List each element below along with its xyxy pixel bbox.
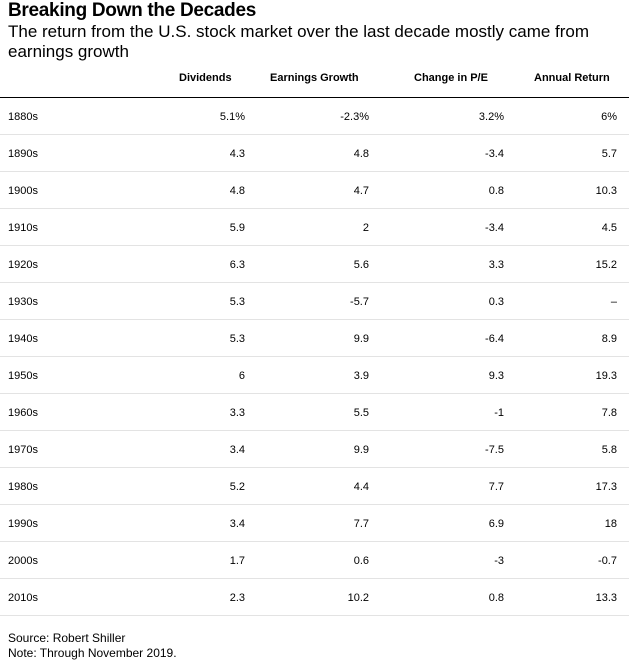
earnings-growth-cell: 0.6 bbox=[353, 555, 369, 567]
decade-cell: 1980s bbox=[8, 481, 38, 493]
table-row: 1970s 3.4 9.9 -7.5 5.8 bbox=[0, 431, 629, 468]
earnings-growth-cell: 4.7 bbox=[353, 185, 369, 197]
change-pe-cell: 9.3 bbox=[488, 370, 504, 382]
dividends-cell: 6 bbox=[238, 370, 245, 382]
table-row: 1890s 4.3 4.8 -3.4 5.7 bbox=[0, 135, 629, 172]
dividends-cell: 5.9 bbox=[229, 222, 245, 234]
earnings-growth-cell: 10.2 bbox=[347, 592, 369, 604]
dividends-cell: 3.4 bbox=[229, 518, 245, 530]
change-pe-cell: -3 bbox=[494, 555, 504, 567]
annual-return-cell: 4.5 bbox=[601, 222, 617, 234]
earnings-growth-cell: 5.6 bbox=[353, 259, 369, 271]
decade-cell: 1960s bbox=[8, 407, 38, 419]
earnings-growth-cell: 4.4 bbox=[353, 481, 369, 493]
header-earnings-growth: Earnings Growth bbox=[270, 72, 359, 84]
annual-return-cell: 7.8 bbox=[601, 407, 617, 419]
earnings-growth-cell: 4.8 bbox=[353, 148, 369, 160]
change-pe-cell: 0.8 bbox=[488, 592, 504, 604]
earnings-growth-cell: 9.9 bbox=[353, 444, 369, 456]
header-annual-return: Annual Return bbox=[534, 72, 610, 84]
decade-cell: 1890s bbox=[8, 148, 38, 160]
annual-return-cell: 5.8 bbox=[601, 444, 617, 456]
table-row: 1900s 4.8 4.7 0.8 10.3 bbox=[0, 172, 629, 209]
table-row: 2010s 2.3 10.2 0.8 13.3 bbox=[0, 579, 629, 616]
dividends-cell: 5.3 bbox=[229, 296, 245, 308]
annual-return-cell: 18 bbox=[604, 518, 617, 530]
date-note: Note: Through November 2019. bbox=[8, 646, 177, 660]
change-pe-cell: -3.4 bbox=[485, 222, 504, 234]
annual-return-cell: 17.3 bbox=[595, 481, 617, 493]
earnings-growth-cell: 2 bbox=[362, 222, 369, 234]
table-row: 1990s 3.4 7.7 6.9 18 bbox=[0, 505, 629, 542]
table-row: 1950s 6 3.9 9.3 19.3 bbox=[0, 357, 629, 394]
chart-footer: Source: Robert Shiller Note: Through Nov… bbox=[8, 631, 177, 661]
data-table: Dividends Earnings Growth Change in P/E … bbox=[0, 62, 629, 616]
decade-cell: 1970s bbox=[8, 444, 38, 456]
annual-return-cell: 8.9 bbox=[601, 333, 617, 345]
table-header: Dividends Earnings Growth Change in P/E … bbox=[0, 62, 629, 98]
annual-return-cell: – bbox=[610, 296, 617, 308]
dividends-cell: 3.3 bbox=[229, 407, 245, 419]
dividends-cell: 3.4 bbox=[229, 444, 245, 456]
chart-subtitle: The return from the U.S. stock market ov… bbox=[8, 22, 590, 61]
change-pe-cell: 0.8 bbox=[488, 185, 504, 197]
change-pe-cell: -1 bbox=[494, 407, 504, 419]
decade-cell: 2000s bbox=[8, 555, 38, 567]
header-dividends: Dividends bbox=[179, 72, 232, 84]
earnings-growth-cell: -2.3% bbox=[340, 111, 369, 123]
decade-cell: 1940s bbox=[8, 333, 38, 345]
source-note: Source: Robert Shiller bbox=[8, 631, 126, 645]
annual-return-cell: 19.3 bbox=[595, 370, 617, 382]
change-pe-cell: 3.3 bbox=[488, 259, 504, 271]
decade-cell: 1880s bbox=[8, 111, 38, 123]
change-pe-cell: 3.2% bbox=[478, 111, 504, 123]
earnings-growth-cell: -5.7 bbox=[350, 296, 369, 308]
table-row: 1980s 5.2 4.4 7.7 17.3 bbox=[0, 468, 629, 505]
decade-cell: 1950s bbox=[8, 370, 38, 382]
change-pe-cell: -6.4 bbox=[485, 333, 504, 345]
earnings-growth-cell: 3.9 bbox=[353, 370, 369, 382]
table-body: 1880s 5.1% -2.3% 3.2% 6% 1890s 4.3 4.8 -3.4 5.7 19… bbox=[0, 98, 629, 616]
decade-cell: 1910s bbox=[8, 222, 38, 234]
annual-return-cell: 5.7 bbox=[601, 148, 617, 160]
dividends-cell: 5.1% bbox=[219, 111, 245, 123]
table-row: 1930s 5.3 -5.7 0.3 – bbox=[0, 283, 629, 320]
change-pe-cell: 6.9 bbox=[488, 518, 504, 530]
header-change-pe: Change in P/E bbox=[414, 72, 488, 84]
annual-return-cell: 15.2 bbox=[595, 259, 617, 271]
decade-cell: 1930s bbox=[8, 296, 38, 308]
decade-cell: 1900s bbox=[8, 185, 38, 197]
dividends-cell: 6.3 bbox=[229, 259, 245, 271]
annual-return-cell: 13.3 bbox=[595, 592, 617, 604]
change-pe-cell: -3.4 bbox=[485, 148, 504, 160]
decade-cell: 1920s bbox=[8, 259, 38, 271]
decade-cell: 1990s bbox=[8, 518, 38, 530]
table-row: 1920s 6.3 5.6 3.3 15.2 bbox=[0, 246, 629, 283]
chart-title: Breaking Down the Decades bbox=[8, 0, 257, 21]
dividends-cell: 4.8 bbox=[229, 185, 245, 197]
earnings-growth-cell: 7.7 bbox=[353, 518, 369, 530]
dividends-cell: 5.2 bbox=[229, 481, 245, 493]
table-row: 1960s 3.3 5.5 -1 7.8 bbox=[0, 394, 629, 431]
table-row: 1910s 5.9 2 -3.4 4.5 bbox=[0, 209, 629, 246]
dividends-cell: 1.7 bbox=[229, 555, 245, 567]
earnings-growth-cell: 5.5 bbox=[353, 407, 369, 419]
annual-return-cell: -0.7 bbox=[598, 555, 617, 567]
earnings-growth-cell: 9.9 bbox=[353, 333, 369, 345]
dividends-cell: 4.3 bbox=[229, 148, 245, 160]
dividends-cell: 2.3 bbox=[229, 592, 245, 604]
table-row: 2000s 1.7 0.6 -3 -0.7 bbox=[0, 542, 629, 579]
annual-return-cell: 6% bbox=[601, 111, 617, 123]
change-pe-cell: -7.5 bbox=[485, 444, 504, 456]
decade-cell: 2010s bbox=[8, 592, 38, 604]
dividends-cell: 5.3 bbox=[229, 333, 245, 345]
change-pe-cell: 0.3 bbox=[488, 296, 504, 308]
table-row: 1880s 5.1% -2.3% 3.2% 6% bbox=[0, 98, 629, 135]
change-pe-cell: 7.7 bbox=[488, 481, 504, 493]
annual-return-cell: 10.3 bbox=[595, 185, 617, 197]
table-row: 1940s 5.3 9.9 -6.4 8.9 bbox=[0, 320, 629, 357]
